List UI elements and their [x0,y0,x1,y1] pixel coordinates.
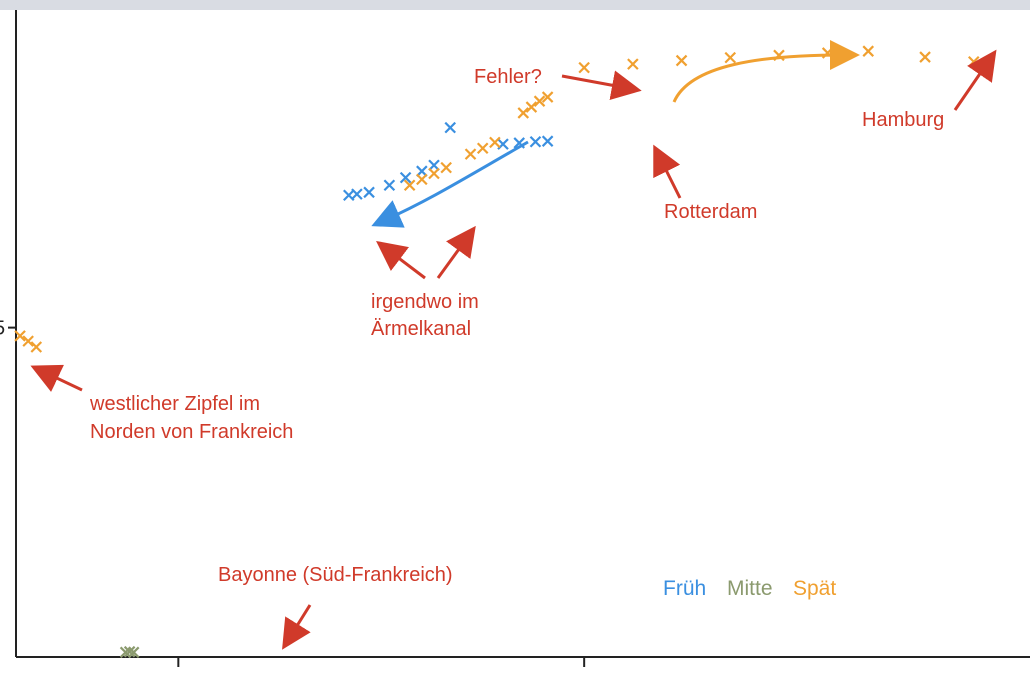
trend-arrow-spaet [672,40,860,103]
arrow-hamburg [953,49,997,111]
point-spt-0 [14,330,26,342]
point-spt-4 [416,173,428,186]
trend-arrow-frueh [371,140,529,228]
y-tick-label-0: 5 [0,318,5,340]
legend-entry-spaet: Spät [793,577,836,600]
arrow-bayonne [282,604,312,650]
point-spt-12 [533,95,546,107]
point-spt-5 [428,167,440,180]
point-spt-8 [476,142,489,155]
point-mitte-2 [127,646,140,659]
annotation-fehler: Fehler? [474,66,542,88]
axis-ticks: 5 [0,318,586,667]
annotation-hamburg: Hamburg [862,109,944,131]
arrow-westlicher-zipfel [30,364,83,392]
point-frh-1 [351,188,363,200]
annotation-aermelkanal-line1: irgendwo im [371,291,479,313]
arrow-aermelkanal-left [376,240,426,280]
data-points [14,45,980,659]
point-frh-5 [416,165,428,177]
arrow-rotterdam [653,144,682,199]
arrow-aermelkanal-right [436,225,476,279]
point-frh-6 [428,159,440,172]
annotation-bayonne: Bayonne (Süd-Frankreich) [218,564,453,586]
point-spt-20 [862,45,875,57]
annotation-westlicher-zipfel-line2: Norden von Frankreich [90,421,293,443]
point-spt-11 [525,101,538,113]
point-spt-3 [403,179,416,192]
point-frh-2 [363,186,375,199]
point-frh-10 [541,135,554,147]
point-mitte-1 [123,645,136,658]
legend-entry-frueh: Früh [663,577,706,600]
point-spt-13 [541,91,554,103]
annotation-aermelkanal-line2: Ärmelkanal [371,318,471,340]
point-frh-9 [529,135,542,148]
point-frh-4 [399,171,412,184]
scatter-chart: 5 Fehler? Hamburg Rotterdam irgendwo im … [0,10,1030,667]
point-spt-1 [22,335,34,347]
point-spt-22 [967,55,980,68]
point-spt-17 [724,51,737,64]
point-spt-10 [517,107,530,119]
point-spt-2 [30,341,43,353]
point-spt-16 [675,54,688,67]
point-spt-6 [440,161,452,174]
point-spt-21 [919,51,931,63]
arrow-fehler [561,70,642,101]
annotation-rotterdam: Rotterdam [664,201,757,223]
point-spt-7 [464,148,477,160]
annotation-westlicher-zipfel-line1: westlicher Zipfel im [89,393,260,415]
legend: Früh Mitte Spät [663,577,836,600]
point-spt-9 [489,136,501,149]
chart-frame: 5 Fehler? Hamburg Rotterdam irgendwo im … [0,10,1030,674]
legend-entry-mitte: Mitte [727,577,773,600]
point-spt-14 [578,61,590,74]
point-frh-11 [444,121,457,134]
point-spt-15 [627,58,639,70]
point-frh-3 [383,179,396,192]
